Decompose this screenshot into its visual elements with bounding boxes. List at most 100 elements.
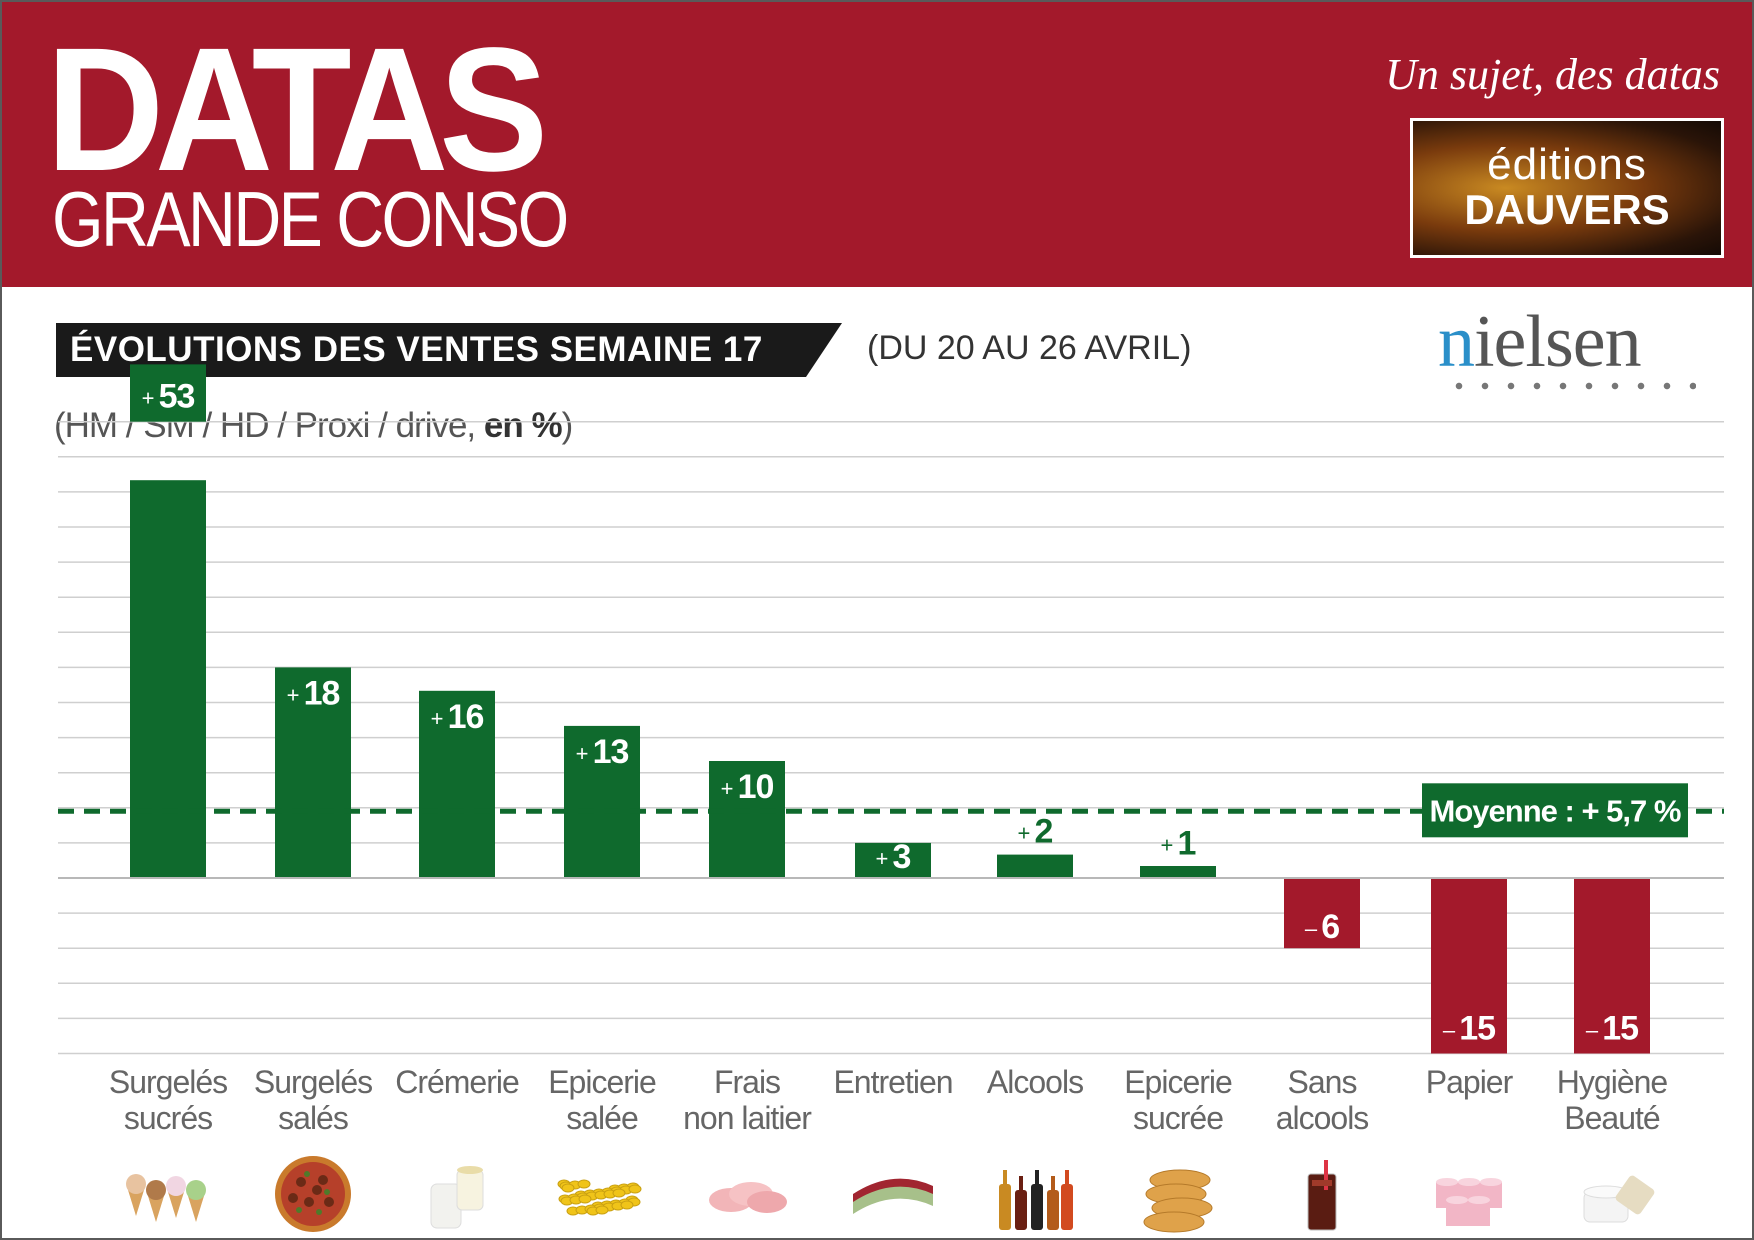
value-label: + 10 — [721, 768, 774, 806]
value-label: + 2 — [1018, 813, 1053, 851]
average-label-box — [1422, 783, 1688, 838]
value-labels: + 53+ 18+ 16+ 13+ 10+ 3+ 2 + 1– 6– 15– 15 — [142, 377, 1640, 1048]
soda-glass-icon — [1272, 1144, 1372, 1238]
category-label-line: Sans — [1287, 1064, 1358, 1100]
value-label: + 3 — [876, 838, 911, 876]
brand-subtitle: GRANDE CONSO — [52, 175, 569, 263]
value-number: 15 — [1459, 1010, 1495, 1048]
scope-open-paren: ( — [54, 406, 66, 445]
category-label: Hygiène Beauté — [1537, 1064, 1687, 1136]
category-label-line: Surgelés — [253, 1064, 373, 1100]
value-sign: + — [431, 706, 448, 731]
category-label-line: Crémerie — [395, 1064, 520, 1100]
value-label: + 1 — [1161, 824, 1196, 862]
category-label-line: Epicerie — [548, 1064, 657, 1100]
category-label-line: Epicerie — [1124, 1064, 1233, 1100]
value-label: + 53 — [142, 377, 195, 415]
category-label: Sans alcools — [1247, 1064, 1397, 1136]
category-label-line: salée — [566, 1100, 639, 1136]
source-logo-rest: ielsen — [1474, 301, 1642, 383]
category-label-line: Hygiène — [1556, 1064, 1668, 1100]
pasta-icon — [552, 1144, 652, 1238]
value-number: 3 — [893, 838, 911, 876]
ice-cream-cones-icon — [118, 1144, 218, 1238]
tagline: Un sujet, des datas — [1385, 50, 1720, 99]
bar — [709, 761, 785, 878]
category-label-line: Frais — [713, 1064, 781, 1100]
value-number: 13 — [593, 733, 629, 771]
category-label-line: Papier — [1425, 1064, 1514, 1100]
value-number: 10 — [738, 768, 774, 806]
cream-jar-icon — [1562, 1144, 1662, 1238]
bar — [1574, 878, 1650, 1054]
value-label: + 13 — [576, 733, 629, 771]
period-label: (DU 20 AU 26 AVRIL) — [867, 329, 1192, 367]
bars — [130, 364, 1650, 1054]
yogurt-jar-icon — [407, 1144, 507, 1238]
value-label: – 15 — [1443, 1010, 1495, 1048]
bar — [419, 690, 495, 878]
value-label: – 15 — [1586, 1010, 1638, 1048]
value-sign: + — [876, 846, 893, 871]
value-number: 18 — [304, 674, 340, 712]
value-label: + 16 — [431, 698, 484, 736]
liquor-bottles-icon — [985, 1144, 1085, 1238]
value-number: 1 — [1178, 824, 1196, 862]
average-label: Moyenne : + 5,7 % — [1430, 793, 1681, 828]
value-sign: + — [1018, 821, 1035, 846]
category-label: Epicerie salée — [527, 1064, 677, 1136]
category-label-line: alcools — [1275, 1100, 1370, 1136]
scope-unit: en % — [483, 406, 563, 445]
header-banner: DATAS GRANDE CONSO Un sujet, des datas é… — [2, 2, 1752, 287]
category-label-line: Surgelés — [108, 1064, 228, 1100]
scope-close-paren: ) — [561, 406, 574, 445]
bar — [130, 480, 206, 878]
bar — [1431, 878, 1507, 1054]
value-label: + 18 — [287, 674, 340, 712]
bar — [275, 667, 351, 878]
source-logo: nielsen — [1438, 301, 1642, 383]
value-sign: + — [287, 682, 304, 707]
bar-break-cap — [130, 364, 206, 422]
value-sign: – — [1586, 1018, 1602, 1043]
category-label-line: Alcools — [986, 1064, 1084, 1100]
brand-title: DATAS — [46, 12, 548, 208]
value-sign: – — [1305, 916, 1321, 941]
category-label-line: sucrée — [1132, 1100, 1224, 1136]
value-sign: + — [721, 776, 738, 801]
value-number: 53 — [159, 377, 195, 415]
value-sign: + — [142, 385, 159, 410]
publisher-logo-line1: éditions — [1487, 140, 1647, 189]
value-label: – 6 — [1305, 908, 1339, 946]
category-label: Entretien — [818, 1064, 968, 1100]
category-label: Epicerie sucrée — [1103, 1064, 1253, 1136]
category-label: Surgelés salés — [238, 1064, 388, 1136]
value-sign: + — [1161, 832, 1178, 857]
category-label: Alcools — [960, 1064, 1110, 1100]
toilet-paper-icon — [1419, 1144, 1519, 1238]
chart-title: ÉVOLUTIONS DES VENTES SEMAINE 17 — [70, 330, 763, 369]
bar — [997, 854, 1073, 878]
source-logo-n: n — [1438, 301, 1475, 383]
category-label-line: Entretien — [833, 1064, 953, 1100]
source-logo-dots — [1446, 380, 1696, 392]
publisher-logo: éditions DAUVERS — [1410, 118, 1724, 258]
value-number: 2 — [1035, 813, 1053, 851]
bar — [1140, 866, 1216, 878]
category-label-line: Beauté — [1564, 1100, 1660, 1136]
sliced-ham-icon — [697, 1144, 797, 1238]
bar — [855, 842, 931, 878]
category-label-line: salés — [278, 1100, 349, 1136]
value-number: 6 — [1321, 908, 1339, 946]
value-sign: – — [1443, 1018, 1459, 1043]
value-number: 16 — [448, 698, 484, 736]
category-label: Frais non laitier — [672, 1064, 822, 1136]
value-number: 15 — [1602, 1010, 1638, 1048]
category-label-line: non laitier — [683, 1100, 812, 1136]
bar — [564, 725, 640, 878]
category-label: Papier — [1394, 1064, 1544, 1100]
bar — [1284, 878, 1360, 949]
pizza-icon — [263, 1144, 363, 1238]
